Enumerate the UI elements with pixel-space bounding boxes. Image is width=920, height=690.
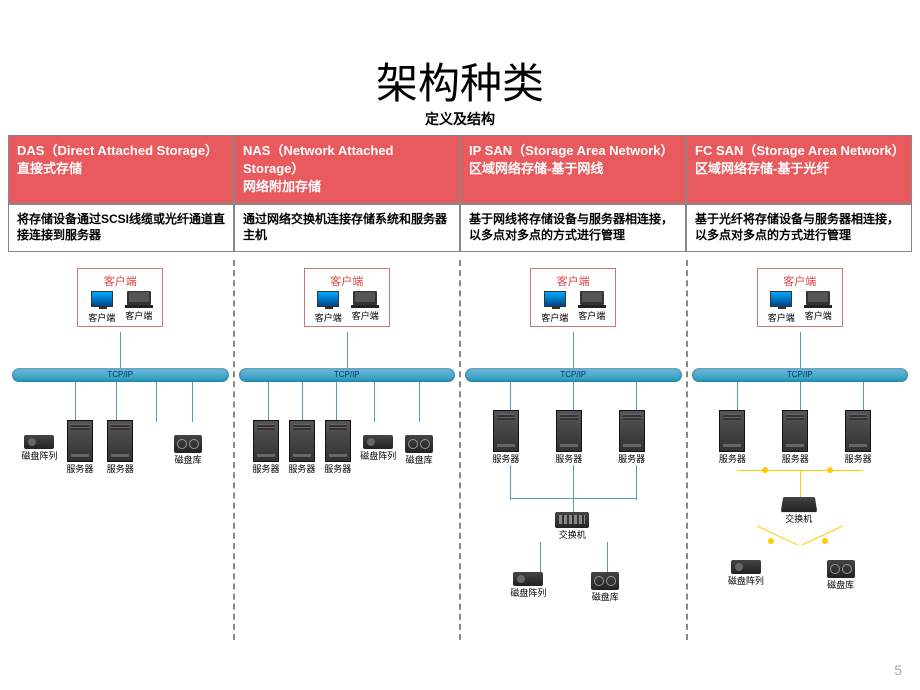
desktop-icon: 客户端 [541, 291, 568, 324]
diagram-fcsan: 客户端 客户端 客户端 TCP/IP 服务器 服务器 服务器 交换机 磁盘阵列 … [688, 260, 913, 640]
diagram-row: 客户端 客户端 客户端 TCP/IP 磁盘阵列 服务器 服务器 磁盘库 客户端 … [8, 260, 912, 640]
tape-icon: 磁盘库 [591, 572, 619, 603]
server-icon: 服务器 [782, 410, 809, 465]
disk-array-icon: 磁盘阵列 [360, 435, 396, 462]
col2-desc: 基于网线将存储设备与服务器相连接，以多点对多点的方式进行管理 [460, 204, 686, 252]
server-icon: 服务器 [288, 420, 315, 475]
server-icon: 服务器 [107, 420, 134, 475]
tape-icon: 磁盘库 [827, 560, 855, 591]
desc-row: 将存储设备通过SCSI线缆或光纤通道直接连接到服务器 通过网络交换机连接存储系统… [8, 204, 912, 252]
fiber-line-icon [737, 470, 800, 471]
diagram-das: 客户端 客户端 客户端 TCP/IP 磁盘阵列 服务器 服务器 磁盘库 [8, 260, 235, 640]
col1-desc: 通过网络交换机连接存储系统和服务器主机 [234, 204, 460, 252]
laptop-icon: 客户端 [125, 291, 152, 324]
page-title: 架构种类 [8, 50, 912, 111]
server-icon: 服务器 [845, 410, 872, 465]
tape-icon: 磁盘库 [405, 435, 433, 466]
switch-icon: 交换机 [555, 512, 589, 541]
laptop-icon: 客户端 [352, 291, 379, 324]
diagram-nas: 客户端 客户端 客户端 TCP/IP 服务器 服务器 服务器 磁盘阵列 磁盘库 [235, 260, 462, 640]
server-icon: 服务器 [252, 420, 279, 475]
desktop-icon: 客户端 [768, 291, 795, 324]
laptop-icon: 客户端 [578, 291, 605, 324]
server-icon: 服务器 [719, 410, 746, 465]
client-group-icon: 客户端 客户端 客户端 [304, 268, 390, 327]
col2-header: IP SAN（Storage Area Network）区域网络存储-基于网线 [460, 135, 686, 204]
fiber-line-icon [757, 525, 798, 545]
client-group-icon: 客户端 客户端 客户端 [530, 268, 616, 327]
header-row: DAS（Direct Attached Storage）直接式存储 NAS（Ne… [8, 135, 912, 204]
col1-header: NAS（Network Attached Storage）网络附加存储 [234, 135, 460, 204]
desktop-icon: 客户端 [88, 291, 115, 324]
disk-array-icon: 磁盘阵列 [510, 572, 546, 599]
col0-desc: 将存储设备通过SCSI线缆或光纤通道直接连接到服务器 [8, 204, 234, 252]
network-bar-icon: TCP/IP [465, 368, 682, 382]
fc-switch-icon: 交换机 [782, 496, 816, 525]
server-icon: 服务器 [555, 410, 582, 465]
client-group-icon: 客户端 客户端 客户端 [77, 268, 163, 327]
server-icon: 服务器 [492, 410, 519, 465]
disk-array-icon: 磁盘阵列 [728, 560, 764, 587]
page-number: 5 [894, 662, 902, 678]
server-icon: 服务器 [324, 420, 351, 475]
server-icon: 服务器 [618, 410, 645, 465]
network-bar-icon: TCP/IP [12, 368, 229, 382]
network-bar-icon: TCP/IP [692, 368, 909, 382]
desktop-icon: 客户端 [315, 291, 342, 324]
diagram-ipsan: 客户端 客户端 客户端 TCP/IP 服务器 服务器 服务器 交换机 磁盘阵列 … [461, 260, 688, 640]
network-bar-icon: TCP/IP [239, 368, 456, 382]
server-icon: 服务器 [66, 420, 93, 475]
col3-header: FC SAN（Storage Area Network）区域网络存储-基于光纤 [686, 135, 912, 204]
col3-desc: 基于光纤将存储设备与服务器相连接，以多点对多点的方式进行管理 [686, 204, 912, 252]
tape-icon: 磁盘库 [174, 435, 202, 466]
client-group-icon: 客户端 客户端 客户端 [757, 268, 843, 327]
disk-array-icon: 磁盘阵列 [21, 435, 57, 462]
col0-header: DAS（Direct Attached Storage）直接式存储 [8, 135, 234, 204]
laptop-icon: 客户端 [805, 291, 832, 324]
page-subtitle: 定义及结构 [8, 109, 912, 129]
